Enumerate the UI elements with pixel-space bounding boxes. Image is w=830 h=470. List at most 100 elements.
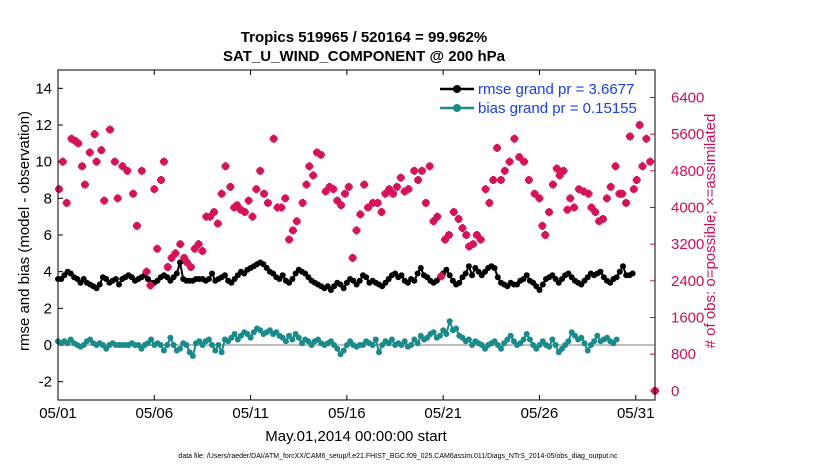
x-tick-label: 05/21 bbox=[424, 405, 462, 422]
obs-assimilated-point bbox=[410, 166, 419, 175]
obs-assimilated-point bbox=[183, 258, 192, 267]
obs-marker-core bbox=[405, 186, 412, 193]
obs-marker-core bbox=[257, 167, 264, 174]
obs-marker-core bbox=[506, 158, 513, 165]
obs-assimilated-point bbox=[606, 182, 615, 191]
obs-assimilated-point bbox=[348, 253, 357, 262]
obs-assimilated-point bbox=[90, 130, 99, 139]
series-bias-point bbox=[520, 336, 527, 343]
series-bias-point bbox=[565, 338, 572, 345]
obs-marker-core bbox=[187, 264, 194, 271]
obs-assimilated-point bbox=[368, 198, 377, 207]
obs-marker-core bbox=[293, 218, 300, 225]
series-bias-point bbox=[376, 349, 382, 356]
obs-assimilated-point bbox=[167, 253, 176, 262]
y-right-tick-label: 4000 bbox=[671, 200, 704, 217]
chart-title-line2: SAT_U_WIND_COMPONENT @ 200 hPa bbox=[223, 48, 506, 65]
obs-marker-core bbox=[349, 254, 356, 261]
obs-assimilated-point bbox=[153, 244, 162, 253]
chart-title-line1: Tropics 519965 / 520164 = 99.962% bbox=[241, 29, 487, 46]
obs-assimilated-point bbox=[433, 212, 442, 221]
obs-assimilated-point bbox=[364, 203, 373, 212]
obs-marker-core bbox=[253, 186, 260, 193]
obs-marker-core bbox=[130, 190, 137, 197]
obs-marker-core bbox=[571, 204, 578, 211]
series-bias-point bbox=[401, 338, 408, 345]
obs-assimilated-point bbox=[493, 143, 502, 152]
obs-assimilated-point bbox=[441, 235, 450, 244]
obs-marker-core bbox=[334, 197, 341, 204]
obs-marker-core bbox=[397, 174, 404, 181]
obs-marker-core bbox=[177, 241, 184, 248]
obs-marker-core bbox=[386, 186, 393, 193]
obs-marker-core bbox=[282, 195, 289, 202]
obs-assimilated-point bbox=[618, 189, 627, 198]
obs-assimilated-point bbox=[515, 153, 524, 162]
obs-assimilated-point bbox=[277, 203, 286, 212]
obs-assimilated-point bbox=[500, 166, 509, 175]
obs-marker-core bbox=[249, 213, 256, 220]
obs-marker-core bbox=[184, 259, 191, 266]
obs-marker-core bbox=[633, 177, 640, 183]
obs-marker-core bbox=[91, 131, 98, 138]
obs-assimilated-point bbox=[454, 214, 463, 223]
obs-marker-core bbox=[314, 149, 321, 156]
obs-assimilated-point bbox=[541, 231, 550, 239]
obs-marker-core bbox=[207, 213, 214, 220]
y-left-tick-label: 2 bbox=[44, 300, 52, 317]
obs-marker-core bbox=[278, 204, 285, 211]
obs-assimilated-point bbox=[105, 125, 114, 134]
series-bias-point bbox=[526, 336, 533, 343]
obs-marker-core bbox=[470, 241, 477, 248]
obs-assimilated-point bbox=[97, 146, 106, 155]
series-bias-point bbox=[388, 336, 395, 343]
obs-marker-core bbox=[450, 209, 457, 216]
obs-marker-core bbox=[353, 227, 360, 234]
obs-assimilated-point bbox=[476, 235, 485, 244]
obs-marker-core bbox=[172, 250, 179, 257]
series-rmse-point bbox=[456, 279, 463, 286]
obs-marker-core bbox=[59, 158, 66, 165]
series-rmse-point bbox=[411, 277, 418, 284]
obs-marker-core bbox=[369, 199, 376, 206]
obs-assimilated-point bbox=[92, 157, 101, 166]
obs-marker-core bbox=[160, 158, 167, 165]
series-rmse bbox=[55, 259, 636, 293]
obs-assimilated-point bbox=[80, 180, 89, 189]
obs-assimilated-point bbox=[157, 176, 166, 184]
series-bias-point bbox=[594, 332, 601, 339]
obs-assimilated-point bbox=[570, 203, 579, 212]
series-bias-point bbox=[372, 336, 379, 343]
obs-assimilated-point bbox=[417, 166, 426, 175]
obs-marker-core bbox=[143, 268, 150, 275]
y-left-tick-label: 14 bbox=[35, 80, 52, 97]
obs-assimilated-point bbox=[260, 189, 269, 198]
obs-marker-core bbox=[378, 209, 385, 216]
obs-assimilated-point bbox=[313, 148, 322, 157]
series-bias-point bbox=[183, 342, 190, 348]
series-rmse-point bbox=[446, 272, 453, 279]
series-bias-point bbox=[408, 342, 415, 348]
obs-assimilated-point bbox=[132, 221, 141, 230]
obs-marker-core bbox=[338, 202, 345, 209]
obs-marker-core bbox=[511, 135, 518, 142]
obs-marker-core bbox=[588, 204, 595, 211]
series-bias bbox=[55, 317, 620, 359]
obs-assimilated-point bbox=[142, 267, 151, 276]
obs-assimilated-point bbox=[137, 166, 146, 175]
series-bias-point bbox=[414, 340, 421, 347]
obs-marker-core bbox=[434, 213, 441, 220]
obs-assimilated-point bbox=[163, 263, 172, 272]
obs-assimilated-point bbox=[425, 162, 434, 171]
obs-marker-core bbox=[374, 199, 381, 206]
obs-marker-core bbox=[494, 144, 501, 151]
obs-assimilated-point bbox=[638, 162, 647, 171]
obs-marker-core bbox=[303, 181, 310, 188]
obs-assimilated-point bbox=[555, 171, 564, 180]
series-obs-assimilated bbox=[54, 121, 655, 290]
x-axis-label: May.01,2014 00:00:00 start bbox=[265, 428, 447, 445]
obs-assimilated-point bbox=[180, 253, 189, 262]
x-tick-label: 05/31 bbox=[617, 405, 655, 422]
obs-assimilated-point bbox=[449, 208, 458, 217]
series-bias-point bbox=[164, 342, 171, 348]
